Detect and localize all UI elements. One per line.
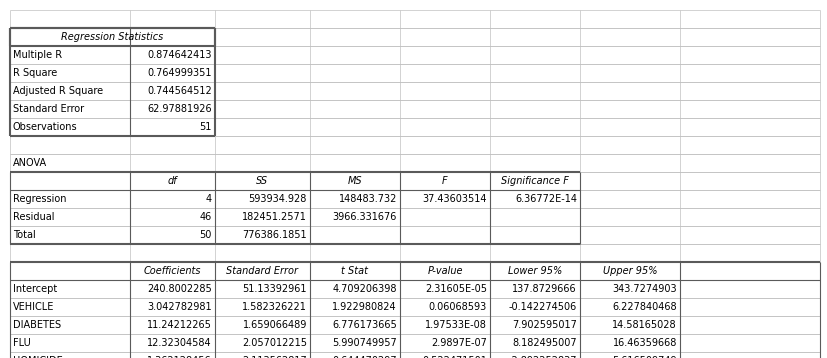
Text: 11.24212265: 11.24212265	[147, 320, 212, 330]
Text: 8.182495007: 8.182495007	[512, 338, 576, 348]
Text: Lower 95%: Lower 95%	[507, 266, 562, 276]
Text: 776386.1851: 776386.1851	[242, 230, 307, 240]
Text: 62.97881926: 62.97881926	[147, 104, 212, 114]
Text: Regression: Regression	[13, 194, 66, 204]
Text: 182451.2571: 182451.2571	[241, 212, 307, 222]
Text: 50: 50	[199, 230, 212, 240]
Text: 1.97533E-08: 1.97533E-08	[424, 320, 486, 330]
Text: 12.32304584: 12.32304584	[147, 338, 212, 348]
Text: 2.057012215: 2.057012215	[241, 338, 307, 348]
Text: Significance F: Significance F	[500, 176, 568, 186]
Text: 148483.732: 148483.732	[338, 194, 396, 204]
Text: Standard Error: Standard Error	[227, 266, 299, 276]
Text: 0.764999351: 0.764999351	[147, 68, 212, 78]
Text: 343.7274903: 343.7274903	[612, 284, 676, 294]
Text: -2.892252837: -2.892252837	[508, 356, 576, 358]
Text: 14.58165028: 14.58165028	[612, 320, 676, 330]
Text: P-value: P-value	[427, 266, 462, 276]
Text: 1.582326221: 1.582326221	[241, 302, 307, 312]
Text: 0.644470297: 0.644470297	[332, 356, 396, 358]
Text: MS: MS	[347, 176, 362, 186]
Text: R Square: R Square	[13, 68, 57, 78]
Text: Regression Statistics: Regression Statistics	[61, 32, 164, 42]
Text: 51.13392961: 51.13392961	[242, 284, 307, 294]
Text: Multiple R: Multiple R	[13, 50, 62, 60]
Text: 16.46359668: 16.46359668	[612, 338, 676, 348]
Text: Standard Error: Standard Error	[13, 104, 84, 114]
Text: HOMICIDE: HOMICIDE	[13, 356, 63, 358]
Text: 7.902595017: 7.902595017	[512, 320, 576, 330]
Text: VEHICLE: VEHICLE	[13, 302, 55, 312]
Text: Total: Total	[13, 230, 36, 240]
Text: 0.744564512: 0.744564512	[147, 86, 212, 96]
Text: DIABETES: DIABETES	[13, 320, 61, 330]
Text: Upper 95%: Upper 95%	[602, 266, 657, 276]
Text: 1.659066489: 1.659066489	[242, 320, 307, 330]
Text: 51: 51	[199, 122, 212, 132]
Text: 0.06068593: 0.06068593	[428, 302, 486, 312]
Text: 46: 46	[199, 212, 212, 222]
Text: 2.9897E-07: 2.9897E-07	[431, 338, 486, 348]
Text: 3.042782981: 3.042782981	[147, 302, 212, 312]
Text: Coefficients: Coefficients	[144, 266, 201, 276]
Text: 4: 4	[206, 194, 212, 204]
Text: 2.31605E-05: 2.31605E-05	[424, 284, 486, 294]
Text: 0.874642413: 0.874642413	[147, 50, 212, 60]
Text: 2.113562817: 2.113562817	[242, 356, 307, 358]
Text: 1.922980824: 1.922980824	[332, 302, 396, 312]
Text: Adjusted R Square: Adjusted R Square	[13, 86, 103, 96]
Text: 6.227840468: 6.227840468	[612, 302, 676, 312]
Text: 6.36772E-14: 6.36772E-14	[514, 194, 576, 204]
Text: 1.362128456: 1.362128456	[147, 356, 212, 358]
Text: 5.990749957: 5.990749957	[332, 338, 396, 348]
Text: df: df	[168, 176, 177, 186]
Text: 5.616509749: 5.616509749	[612, 356, 676, 358]
Text: Intercept: Intercept	[13, 284, 57, 294]
Text: 3966.331676: 3966.331676	[332, 212, 396, 222]
Text: 137.8729666: 137.8729666	[512, 284, 576, 294]
Text: 6.776173665: 6.776173665	[332, 320, 396, 330]
Text: 4.709206398: 4.709206398	[332, 284, 396, 294]
Text: t Stat: t Stat	[341, 266, 368, 276]
Text: Residual: Residual	[13, 212, 55, 222]
Text: SS: SS	[256, 176, 268, 186]
Text: 240.8002285: 240.8002285	[147, 284, 212, 294]
Text: 37.43603514: 37.43603514	[422, 194, 486, 204]
Text: Observations: Observations	[13, 122, 78, 132]
Text: FLU: FLU	[13, 338, 31, 348]
Text: ANOVA: ANOVA	[13, 158, 47, 168]
Text: 593934.928: 593934.928	[248, 194, 307, 204]
Text: -0.142274506: -0.142274506	[508, 302, 576, 312]
Text: 0.522471501: 0.522471501	[422, 356, 486, 358]
Text: F: F	[442, 176, 447, 186]
